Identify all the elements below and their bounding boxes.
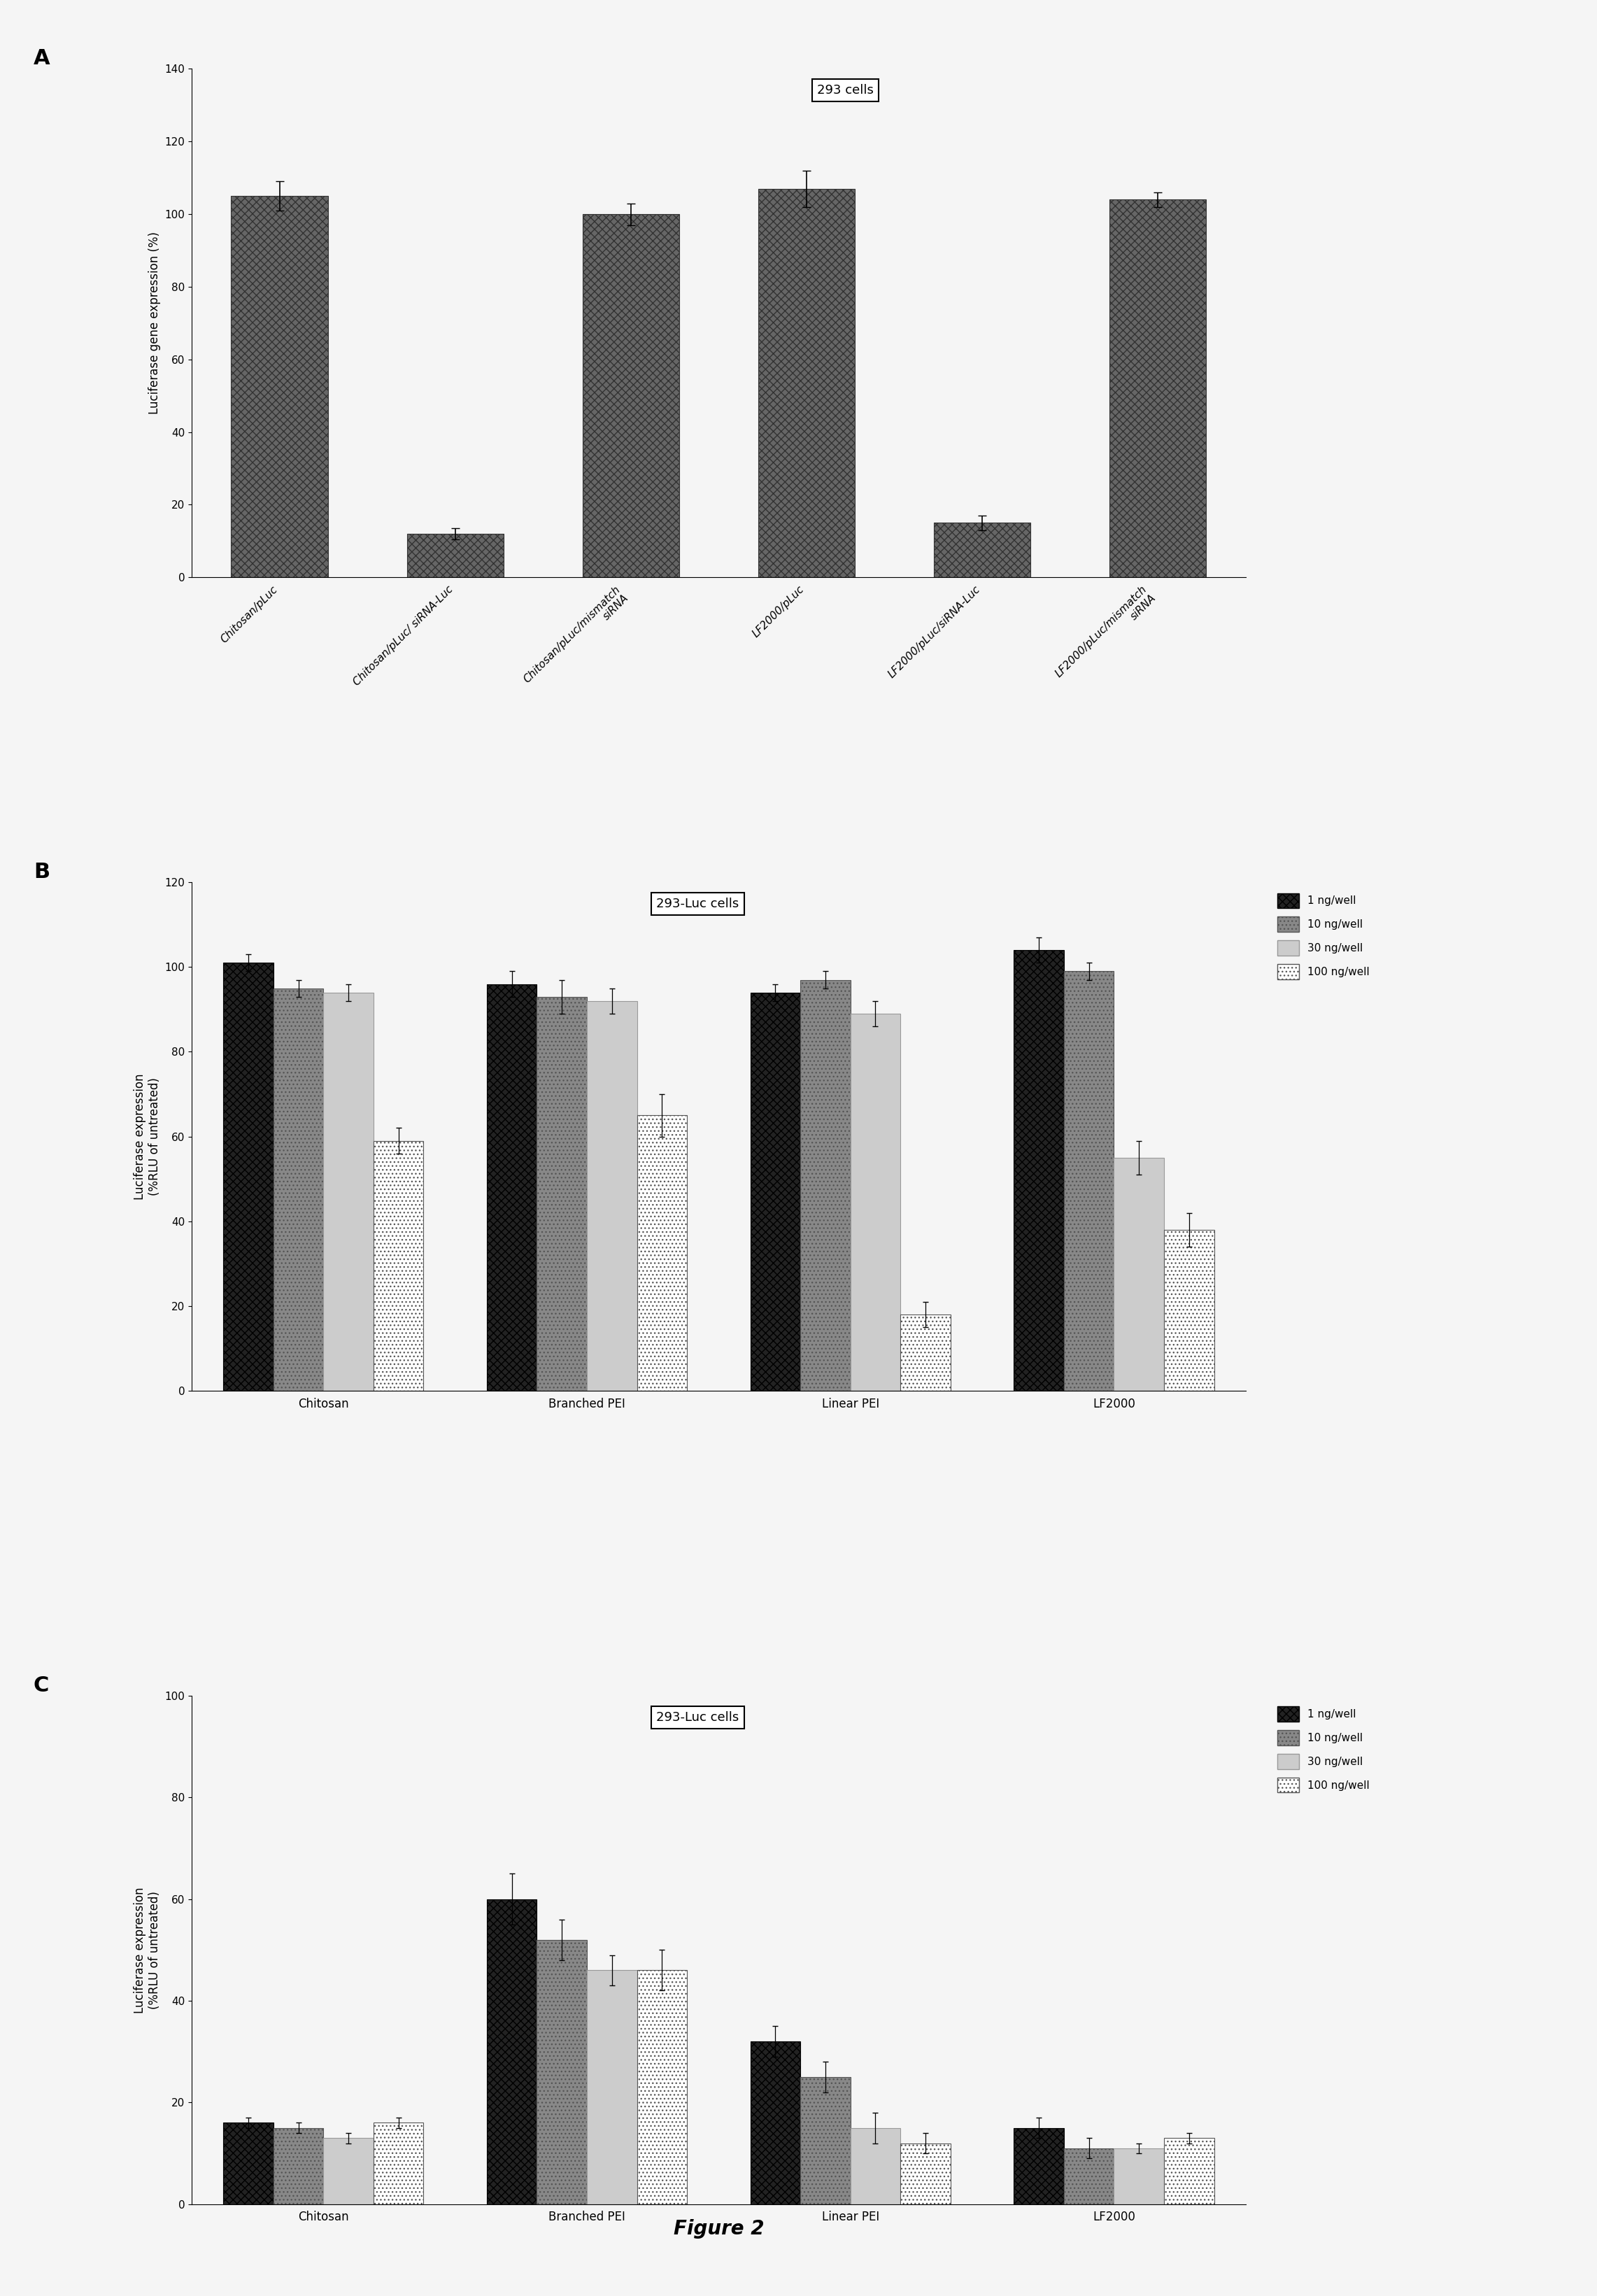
Text: C: C: [34, 1676, 50, 1697]
Bar: [1064, 2149, 1113, 2204]
Bar: [751, 992, 800, 1391]
Text: 293-Luc cells: 293-Luc cells: [656, 1711, 739, 1724]
Bar: [1115, 1157, 1164, 1391]
Bar: [1164, 1231, 1214, 1391]
Bar: [323, 2138, 374, 2204]
Bar: [637, 1116, 687, 1391]
Legend: 1 ng/well, 10 ng/well, 30 ng/well, 100 ng/well: 1 ng/well, 10 ng/well, 30 ng/well, 100 n…: [1273, 889, 1375, 985]
Bar: [224, 2124, 273, 2204]
Text: 293 cells: 293 cells: [816, 85, 874, 96]
Bar: [273, 2128, 323, 2204]
Bar: [588, 1970, 637, 2204]
Bar: [751, 2041, 800, 2204]
Bar: [537, 996, 588, 1391]
Y-axis label: Luciferase gene expression (%): Luciferase gene expression (%): [149, 232, 161, 413]
Text: 293-Luc cells: 293-Luc cells: [656, 898, 739, 909]
Bar: [934, 523, 1030, 576]
Bar: [407, 533, 503, 576]
Bar: [1164, 2138, 1214, 2204]
Bar: [800, 980, 850, 1391]
Bar: [583, 214, 679, 576]
Bar: [588, 1001, 637, 1391]
Bar: [850, 1013, 901, 1391]
Bar: [1110, 200, 1206, 576]
Text: B: B: [34, 861, 50, 882]
Legend: 1 ng/well, 10 ng/well, 30 ng/well, 100 ng/well: 1 ng/well, 10 ng/well, 30 ng/well, 100 n…: [1273, 1701, 1375, 1798]
Bar: [800, 2078, 850, 2204]
Bar: [273, 987, 323, 1391]
Bar: [323, 992, 374, 1391]
Bar: [901, 2142, 950, 2204]
Bar: [487, 985, 537, 1391]
Bar: [1064, 971, 1113, 1391]
Bar: [537, 1940, 588, 2204]
Bar: [1014, 951, 1064, 1391]
Bar: [374, 1141, 423, 1391]
Bar: [487, 1899, 537, 2204]
Bar: [1014, 2128, 1064, 2204]
Bar: [759, 188, 854, 576]
Bar: [224, 962, 273, 1391]
Y-axis label: Luciferase expression
(%RLU of untreated): Luciferase expression (%RLU of untreated…: [134, 1887, 161, 2014]
Bar: [232, 195, 327, 576]
Bar: [901, 1313, 950, 1391]
Bar: [850, 2128, 901, 2204]
Y-axis label: Luciferase expression
(%RLU of untreated): Luciferase expression (%RLU of untreated…: [134, 1075, 161, 1199]
Bar: [374, 2124, 423, 2204]
Bar: [637, 1970, 687, 2204]
Text: A: A: [34, 48, 50, 69]
Bar: [1115, 2149, 1164, 2204]
Text: Figure 2: Figure 2: [674, 2218, 763, 2239]
